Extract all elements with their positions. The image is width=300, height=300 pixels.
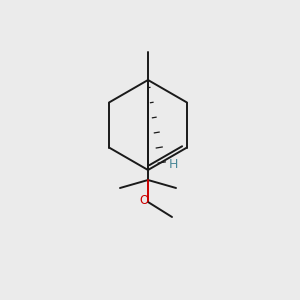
Text: O: O [140, 194, 148, 208]
Text: H: H [168, 158, 178, 172]
